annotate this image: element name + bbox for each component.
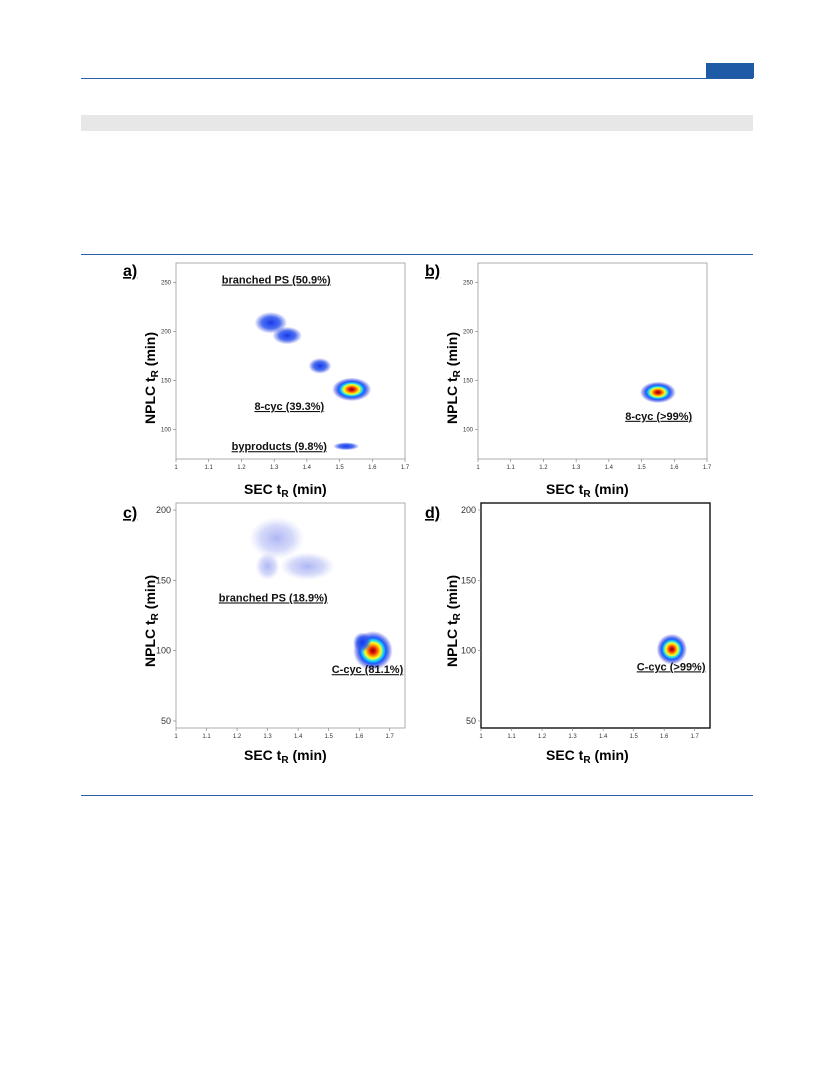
plot-area: [480, 502, 711, 729]
x-tick-label: 1.6: [355, 734, 364, 740]
y-tick-label: 200: [156, 505, 171, 515]
y-axis-title: NPLC tR (min): [142, 332, 161, 424]
peak-annotation: branched PS (18.9%): [219, 592, 328, 604]
x-tick-label: 1.7: [703, 465, 712, 471]
x-tick-label: 1.4: [605, 465, 614, 471]
x-tick-label: 1.5: [335, 465, 344, 471]
chart-panel-a: 1 1.1 1.2 1.3 1.4 1.5 1.6 1.7 100 150 200 250 branch…: [123, 262, 410, 500]
x-tick-label: 1.3: [568, 734, 577, 740]
x-axis-title: SEC tR (min): [244, 481, 327, 500]
y-tick-label: 50: [466, 716, 476, 726]
y-tick-label: 100: [463, 428, 474, 434]
heat-spot: [254, 312, 288, 334]
y-tick-label: 250: [463, 281, 474, 287]
y-axis-title: NPLC tR (min): [444, 332, 463, 424]
chart-panel-b: 1 1.1 1.2 1.3 1.4 1.5 1.6 1.7 100 150 200 250 8-cyc …: [425, 262, 712, 500]
plot-area: [175, 262, 406, 460]
panel-letter: b): [425, 263, 440, 280]
peak-annotation: 8-cyc (>99%): [625, 411, 692, 423]
heat-spot: [308, 358, 332, 374]
figure-top-rule: [81, 254, 753, 255]
x-axis-title: SEC tR (min): [546, 481, 629, 500]
x-tick-label: 1.6: [368, 465, 377, 471]
x-tick-label: 1: [174, 734, 178, 740]
x-tick-label: 1.4: [303, 465, 312, 471]
y-axis-title: NPLC tR (min): [444, 575, 463, 667]
x-tick-label: 1.4: [599, 734, 608, 740]
x-tick-label: 1.7: [401, 465, 410, 471]
x-axis-title: SEC tR (min): [546, 747, 629, 766]
y-tick-label: 200: [463, 330, 474, 336]
x-tick-label: 1.2: [237, 465, 246, 471]
chart-panel-d: 1 1.1 1.2 1.3 1.4 1.5 1.6 1.7 50 100 150 200 C-cyc (…: [425, 502, 711, 766]
y-tick-label: 200: [161, 330, 172, 336]
y-tick-label: 250: [161, 281, 172, 287]
y-tick-label: 100: [161, 428, 172, 434]
x-tick-label: 1.2: [538, 734, 547, 740]
heat-spot: [656, 633, 688, 665]
x-tick-label: 1.3: [270, 465, 279, 471]
heat-spot: [279, 552, 335, 581]
x-tick-label: 1: [479, 734, 483, 740]
figure-bottom-rule: [81, 795, 753, 796]
caption-bar: [81, 115, 753, 131]
heat-spot: [255, 552, 280, 581]
header-page-tab: [706, 63, 754, 78]
heat-spot: [353, 632, 372, 653]
y-tick-label: 200: [461, 505, 476, 515]
x-tick-label: 1.5: [637, 465, 646, 471]
x-axis-title: SEC tR (min): [244, 747, 327, 766]
y-axis-title: NPLC tR (min): [142, 575, 161, 667]
y-tick-label: 150: [461, 575, 476, 585]
x-tick-label: 1.3: [572, 465, 581, 471]
panel-letter: a): [123, 263, 137, 280]
peak-annotation: C-cyc (81.1%): [332, 664, 404, 676]
heat-spot: [272, 326, 302, 345]
plot-area: [477, 262, 708, 460]
x-tick-label: 1.6: [670, 465, 679, 471]
heat-spot: [249, 517, 305, 560]
x-tick-label: 1: [174, 465, 178, 471]
y-tick-label: 50: [161, 716, 171, 726]
x-tick-label: 1.2: [539, 465, 548, 471]
peak-annotation: branched PS (50.9%): [222, 275, 331, 287]
heat-spot: [639, 381, 676, 404]
y-tick-label: 150: [463, 379, 474, 385]
peak-annotation: 8-cyc (39.3%): [255, 401, 325, 413]
x-tick-label: 1.1: [205, 465, 214, 471]
y-tick-label: 150: [161, 379, 172, 385]
chart-panel-c: 1 1.1 1.2 1.3 1.4 1.5 1.6 1.7 50 100 150 200 branche…: [123, 502, 406, 766]
x-tick-label: 1.1: [202, 734, 211, 740]
panel-letter: c): [123, 505, 137, 522]
x-tick-label: 1.5: [324, 734, 333, 740]
panel-letter: d): [425, 505, 440, 522]
header-rule: [81, 78, 753, 79]
x-tick-label: 1.5: [629, 734, 638, 740]
y-tick-label: 100: [461, 646, 476, 656]
x-tick-label: 1.2: [233, 734, 242, 740]
x-tick-label: 1.3: [263, 734, 272, 740]
peak-annotation: C-cyc (>99%): [637, 661, 706, 673]
peak-annotation: byproducts (9.8%): [232, 441, 328, 453]
x-tick-label: 1.6: [660, 734, 669, 740]
heat-spot: [333, 442, 360, 451]
heat-spot: [332, 377, 372, 402]
y-tick-label: 100: [156, 646, 171, 656]
y-tick-label: 150: [156, 575, 171, 585]
x-tick-label: 1.1: [507, 734, 516, 740]
x-tick-label: 1.1: [507, 465, 516, 471]
x-tick-label: 1.7: [386, 734, 395, 740]
x-tick-label: 1: [476, 465, 480, 471]
x-tick-label: 1.7: [691, 734, 700, 740]
x-tick-label: 1.4: [294, 734, 303, 740]
